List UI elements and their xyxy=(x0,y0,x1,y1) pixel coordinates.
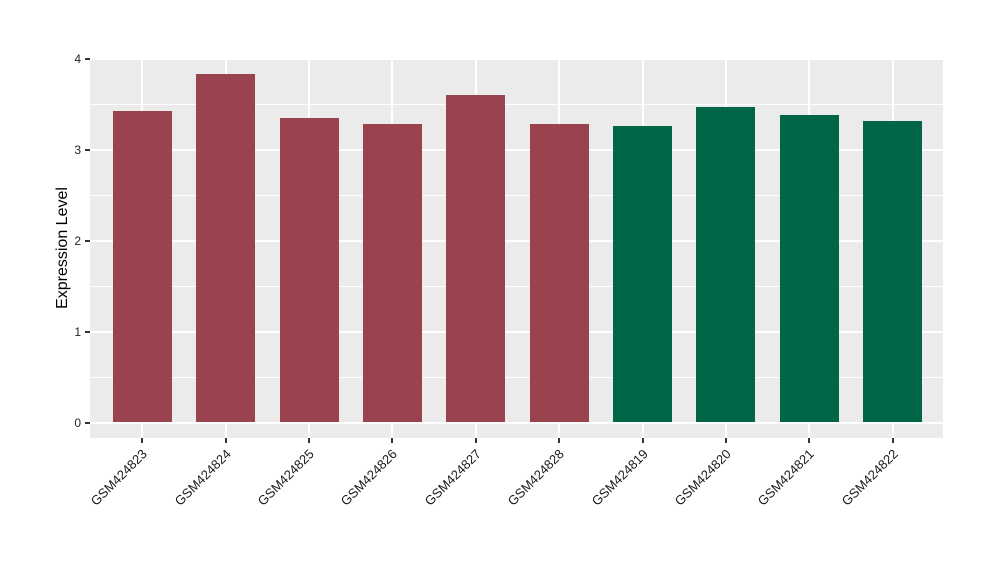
bar-GSM424821 xyxy=(779,115,839,423)
x-tick-mark xyxy=(224,438,227,443)
gridline-major xyxy=(90,58,943,60)
x-tick-mark xyxy=(308,438,311,443)
y-tick-label: 0 xyxy=(74,415,81,430)
x-tick-label-text: GSM424819 xyxy=(588,446,651,509)
bar-GSM424826 xyxy=(362,123,422,423)
bar-GSM424828 xyxy=(529,123,589,423)
x-tick-label-text: GSM424827 xyxy=(421,446,484,509)
plot-panel xyxy=(90,58,943,438)
y-tick-mark xyxy=(85,330,90,333)
x-tick-mark xyxy=(141,438,144,443)
x-tick-label-text: GSM424825 xyxy=(254,446,317,509)
x-tick-label-text: GSM424826 xyxy=(338,446,401,509)
gridline-major xyxy=(90,239,943,242)
y-axis-title: Expression Level xyxy=(54,187,71,309)
bar-GSM424820 xyxy=(696,107,756,423)
y-tick-label: 1 xyxy=(74,324,81,339)
x-tick-mark xyxy=(724,438,727,443)
y-tick-mark xyxy=(85,148,90,151)
gridline-major xyxy=(90,421,943,424)
y-tick-mark xyxy=(85,421,90,424)
y-tick-label: 4 xyxy=(74,52,81,66)
bar-GSM424819 xyxy=(613,126,672,423)
y-tick-mark xyxy=(85,58,90,60)
gridline-major xyxy=(90,148,943,151)
x-tick-mark xyxy=(891,438,894,443)
bar-GSM424827 xyxy=(446,95,506,423)
y-tick-mark xyxy=(85,239,90,242)
x-tick-mark xyxy=(474,438,477,443)
gridline-major xyxy=(90,330,943,333)
bar-GSM424825 xyxy=(279,118,339,423)
x-tick-label-text: GSM424821 xyxy=(754,446,818,509)
x-tick-mark xyxy=(391,438,394,443)
gridline-minor xyxy=(90,376,943,378)
x-tick-label-text: GSM424820 xyxy=(671,446,734,509)
bar-GSM424823 xyxy=(112,110,172,423)
gridline-minor xyxy=(90,194,943,196)
x-tick-mark xyxy=(808,438,811,443)
gridline-minor xyxy=(90,103,943,105)
bar-GSM424822 xyxy=(863,120,923,423)
bar-GSM424824 xyxy=(196,74,256,423)
x-tick-label-text: GSM424828 xyxy=(504,446,568,509)
y-tick-label: 3 xyxy=(74,142,81,157)
y-tick-label: 2 xyxy=(74,233,81,248)
x-tick-label-text: GSM424824 xyxy=(171,446,234,509)
x-tick-label-text: GSM424823 xyxy=(88,446,151,509)
x-tick-label-text: GSM424822 xyxy=(838,446,901,509)
x-tick-mark xyxy=(641,438,644,443)
gridline-minor xyxy=(90,285,943,287)
x-tick-mark xyxy=(558,438,561,443)
